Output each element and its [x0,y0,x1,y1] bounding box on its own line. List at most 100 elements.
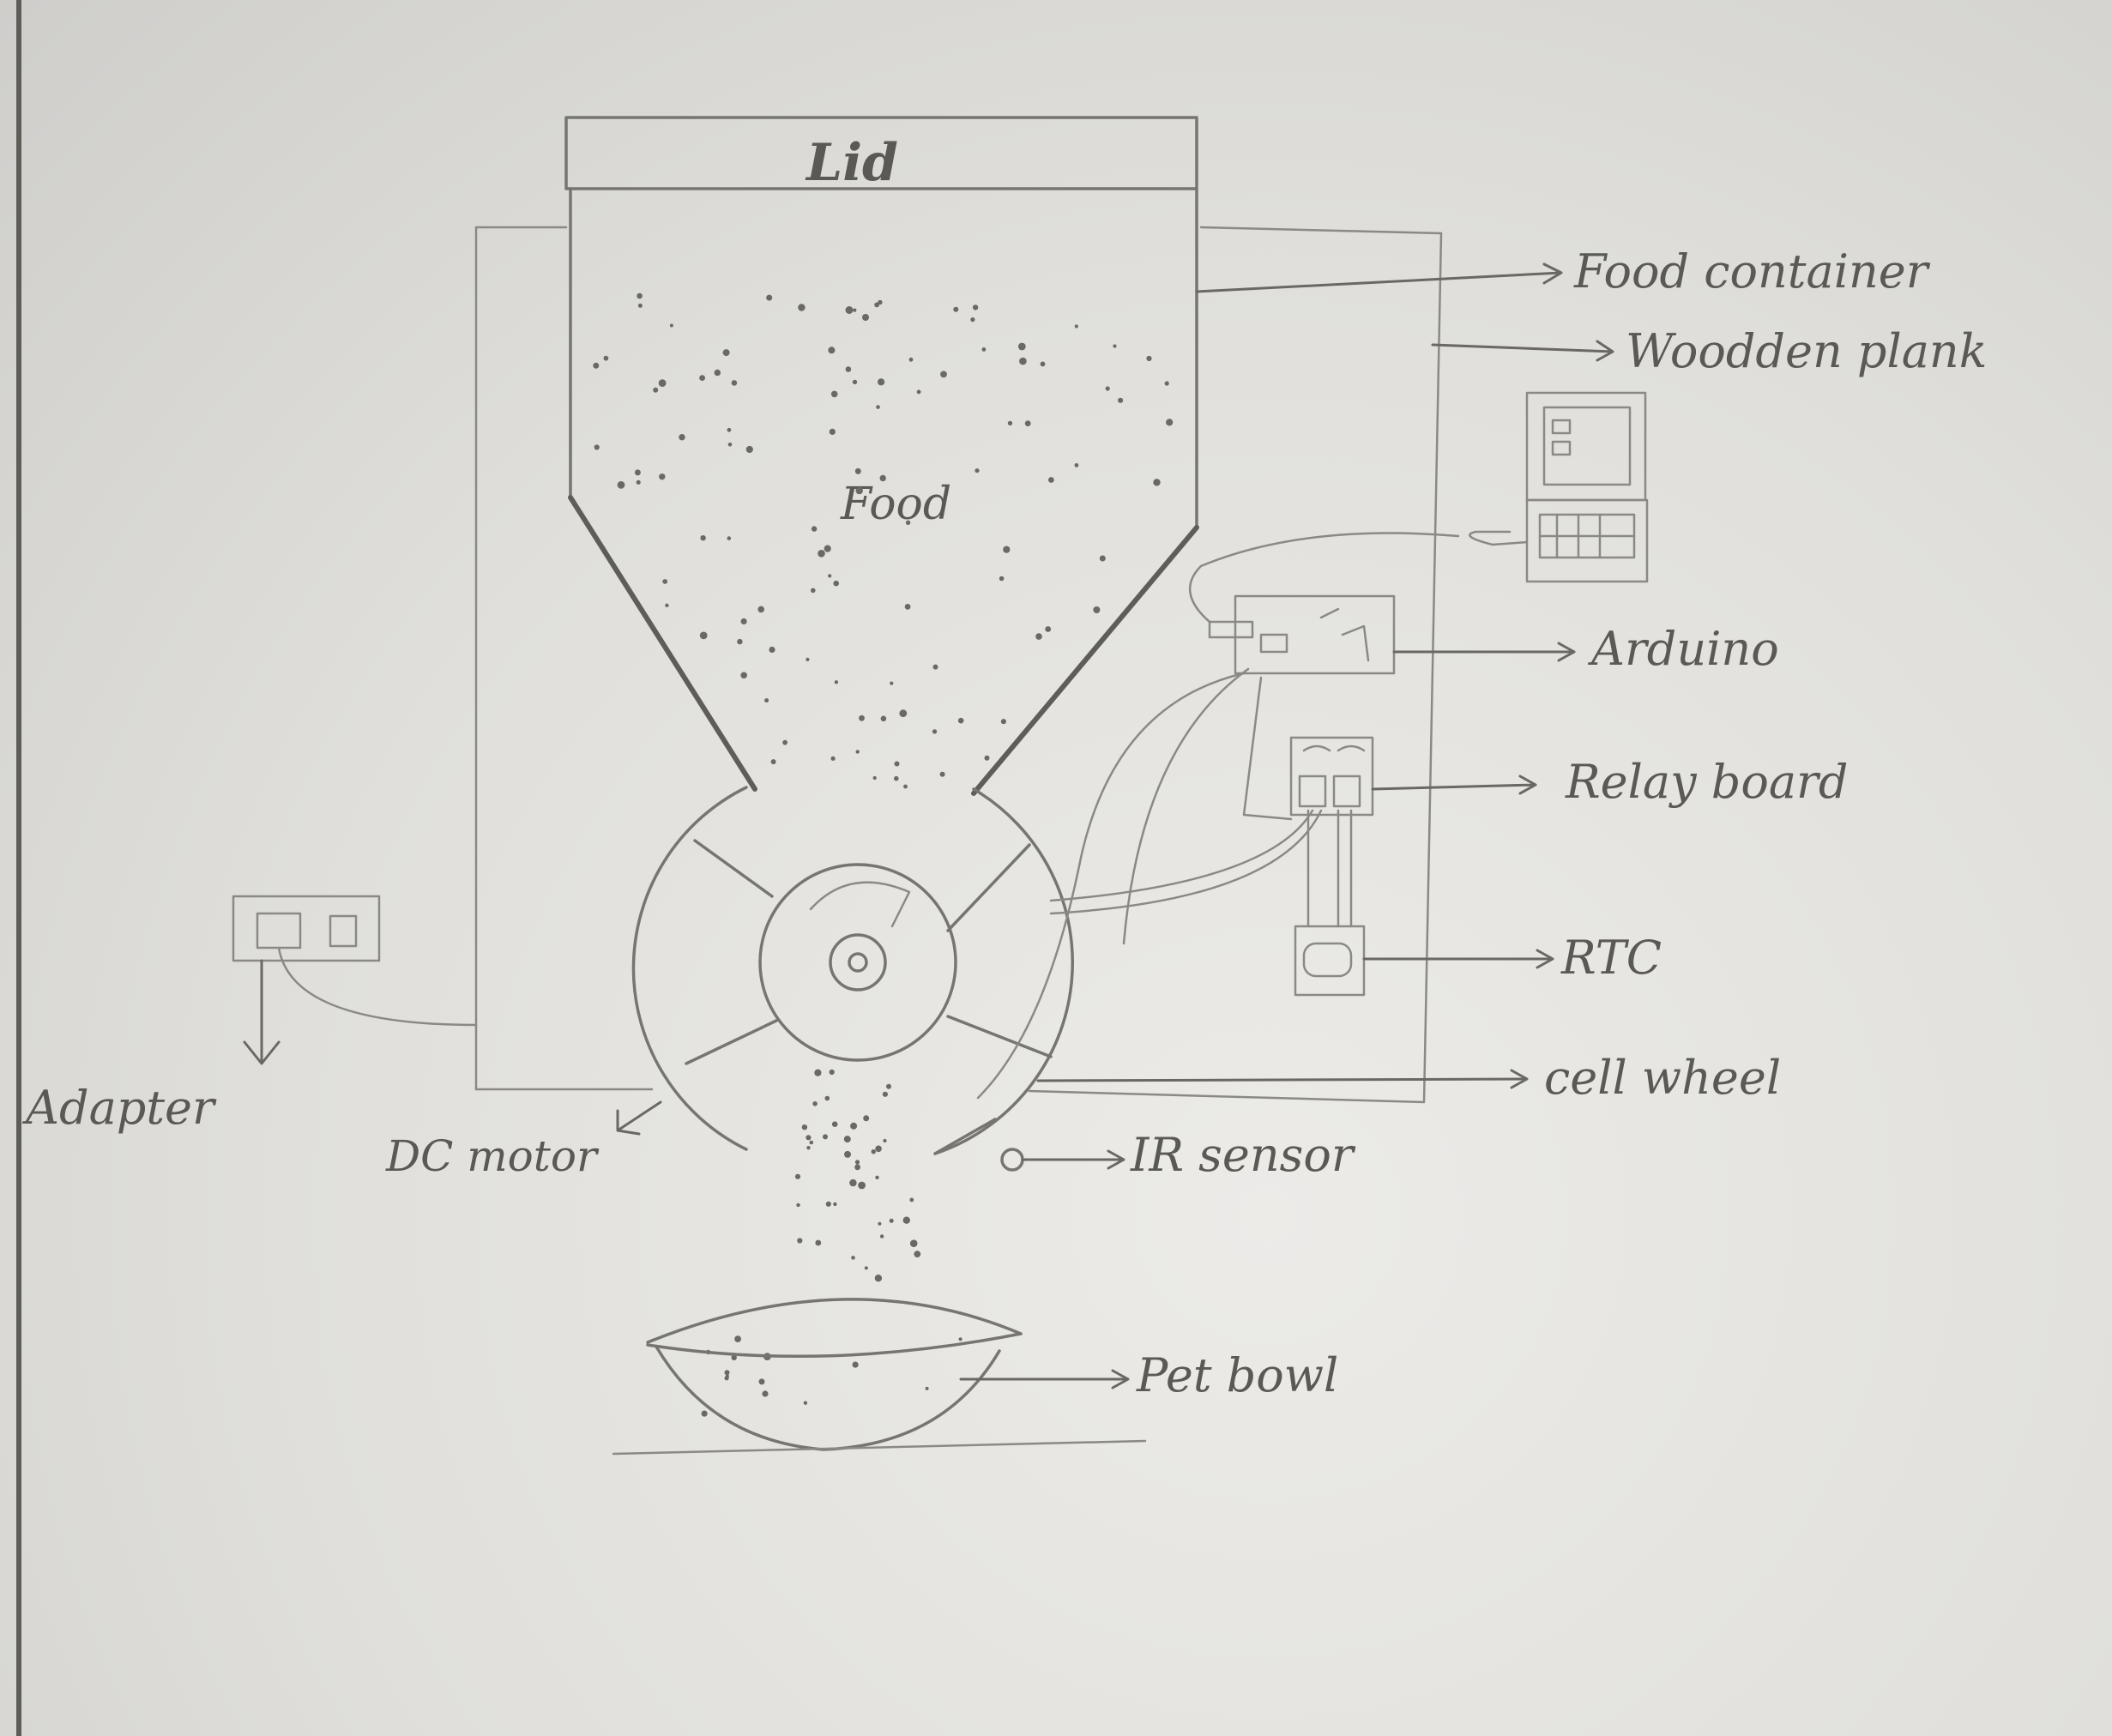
food-particle [845,366,852,372]
wiring [976,667,1353,1100]
food-particle [594,444,600,450]
food-particle [724,1370,730,1376]
food-particle [872,775,877,781]
food-particle [806,1146,811,1150]
food-particle [883,1138,887,1143]
food-particle [1146,355,1152,362]
food-particle [958,1337,962,1341]
food-particle [925,1386,929,1390]
food-particle [814,1069,822,1076]
food-particle [844,1150,851,1158]
food-particle [812,1101,818,1106]
food-particle [894,761,900,767]
food-particle [1099,555,1106,562]
food-particle [1040,361,1046,367]
motor-hub [758,863,957,1062]
food-particle [833,1202,837,1207]
food-particle [745,445,753,454]
food-particle [859,714,865,721]
food-particle [593,362,600,369]
food-particle [725,1374,729,1378]
food-particle [834,680,839,684]
food-particle [1166,419,1174,426]
food-particle [882,1091,888,1097]
food-particle [679,434,685,441]
food-particle [852,1361,859,1368]
food-particle [637,292,643,299]
food-particle [909,1239,918,1247]
food-particle [876,405,880,409]
food-particle [806,657,810,662]
food-particle [914,1251,921,1257]
food-container: Food [568,187,1199,796]
food-particle [932,729,938,734]
food-particle [701,1410,708,1417]
food-particle [617,481,625,489]
pet-bowl [612,1298,1147,1456]
food-particle [878,1221,882,1226]
food-particle [1024,420,1031,427]
food-particle [828,574,832,578]
food-particle [1035,633,1042,640]
food-particle [871,1149,876,1154]
adapter [232,895,478,1065]
cell-wheel-label: cell wheel [1544,1051,1781,1105]
food-particle [874,302,879,308]
food-particle [875,1175,879,1180]
food-particle [953,306,959,312]
food-particle [1118,397,1124,403]
food-particle [727,536,732,540]
usb-cable [1188,532,1460,624]
food-particle [1153,479,1161,486]
food-particle [894,775,899,781]
rtc-label: RTC [1560,931,1662,985]
food-particle [849,1178,857,1187]
food-particle [1003,546,1011,553]
food-particle [1048,477,1054,483]
food-particle [957,717,964,724]
food-particle [794,1173,801,1179]
food-particle [905,520,911,525]
food-particle [825,1201,831,1207]
food-particle [824,1095,830,1101]
floor-line [612,1439,1147,1456]
food-particle [845,306,854,314]
food-particle [850,1122,858,1130]
food-particles [593,292,1174,1417]
food-particle [811,526,818,532]
food-particle [889,1218,894,1223]
food-particle [818,550,825,558]
food-particle [637,303,643,308]
rotation-arrow [809,881,911,928]
food-particle [782,739,787,745]
food-particle [904,604,911,610]
food-particle [852,379,858,385]
food-particle [1045,626,1052,632]
lid-label: Lid [805,133,898,193]
food-particle [758,1378,765,1385]
arduino-board [1188,532,1460,675]
food-particle [903,784,908,789]
food-particle [858,1181,866,1190]
food-particle [762,1390,769,1397]
food-particle [603,355,609,361]
food-particle [740,672,747,679]
food-particle [854,467,861,474]
food-particle [809,1140,814,1145]
lid: Lid [564,116,1198,193]
food-particle [634,469,641,476]
computer-icon [1469,391,1649,583]
food-particle [797,1238,803,1244]
food-particle [1113,344,1117,348]
food-particle [828,347,836,354]
food-particle [801,1124,808,1130]
food-particle [874,1275,883,1282]
food-particle [1019,357,1027,365]
food-particle [831,1121,838,1127]
food-particle [972,304,979,310]
power-cord [277,946,478,1027]
food-particle [862,314,869,321]
food-particle [636,479,641,485]
food-particle [769,646,775,654]
